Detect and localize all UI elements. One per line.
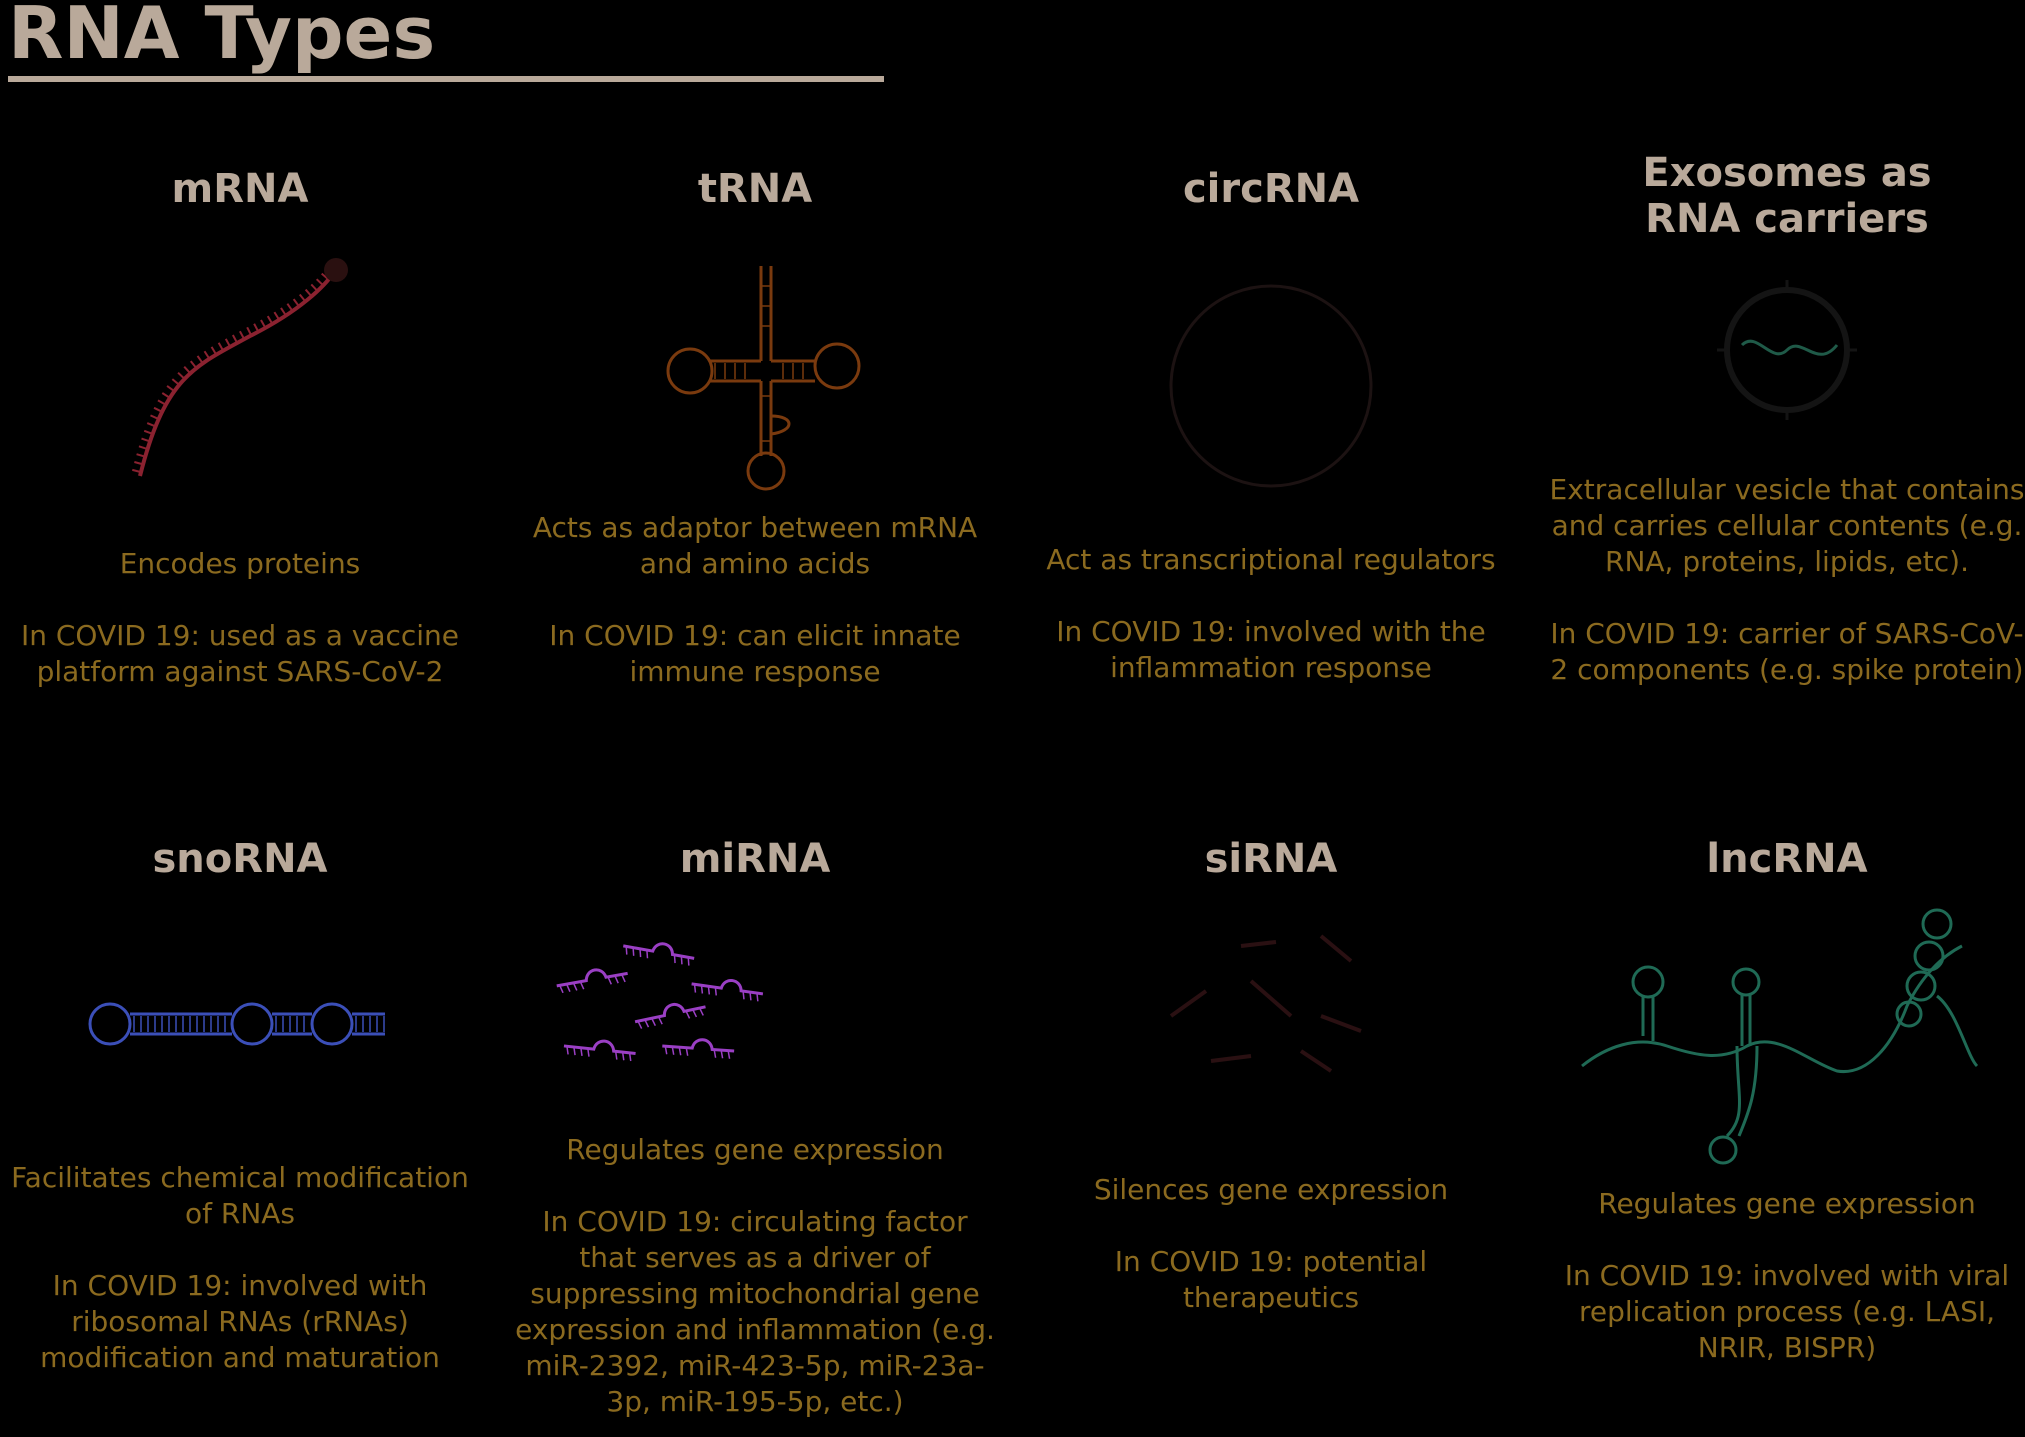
card-exosomes: Exosomes as RNA carriers Extracellular v… (1547, 150, 2025, 686)
card-description: Regulates gene expression In COVID 19: i… (1547, 1186, 2025, 1366)
trna-cloverleaf-icon (666, 266, 861, 491)
card-snorna: snoRNA Facilitates chemical modification… (0, 836, 480, 1374)
card-title: tRNA (697, 166, 813, 212)
card-description: Act as transcriptional regulators In COV… (1031, 542, 1511, 686)
card-covid-role: In COVID 19: carrier of SARS-CoV-2 compo… (1550, 617, 2024, 686)
card-covid-role: In COVID 19: involved with viral replica… (1564, 1259, 2010, 1364)
card-function: Act as transcriptional regulators (1046, 543, 1496, 576)
card-circrna: circRNA Act as transcriptional regulator… (1031, 166, 1511, 684)
snorna-hairpin-icon (88, 1002, 385, 1046)
card-title: Exosomes as RNA carriers (1642, 150, 1932, 242)
card-description: Acts as adaptor between mRNA and amino a… (515, 510, 995, 690)
circrna-ring-icon (1169, 284, 1373, 488)
card-covid-role: In COVID 19: used as a vaccine platform … (20, 619, 460, 688)
card-mrna: mRNA Encodes proteins In COVID 19: used … (0, 166, 480, 688)
card-function: Acts as adaptor between mRNA and amino a… (532, 511, 978, 580)
card-title: circRNA (1182, 166, 1360, 212)
page-title: RNA Types (8, 0, 436, 75)
mirna-duplex-icon (556, 942, 764, 1062)
card-title: lncRNA (1706, 836, 1868, 882)
lncrna-structure-icon (1581, 908, 1979, 1165)
mrna-strand-icon (132, 258, 348, 477)
card-title: siRNA (1204, 836, 1338, 882)
card-description: Encodes proteins In COVID 19: used as a … (0, 546, 480, 690)
card-title: mRNA (171, 166, 309, 212)
card-function: Regulates gene expression (1598, 1187, 1976, 1220)
card-description: Facilitates chemical modification of RNA… (0, 1160, 480, 1376)
card-lncrna: lncRNA Regulates gene expression In COVI… (1547, 836, 2025, 1364)
card-covid-role: In COVID 19: circulating factor that ser… (515, 1205, 995, 1418)
card-function: Regulates gene expression (566, 1133, 944, 1166)
card-function: Encodes proteins (119, 547, 361, 580)
card-sirna: siRNA Silences gene expression In COVID … (1031, 836, 1511, 1314)
card-covid-role: In COVID 19: involved with the inflammat… (1056, 615, 1486, 684)
card-function: Extracellular vesicle that contains and … (1549, 473, 2025, 578)
card-description: Regulates gene expression In COVID 19: c… (515, 1132, 995, 1420)
card-mirna: miRNA Regulates gene expression In COVID… (515, 836, 995, 1418)
card-covid-role: In COVID 19: involved with ribosomal RNA… (40, 1269, 440, 1374)
exosome-vesicle-icon (1717, 280, 1857, 420)
card-description: Extracellular vesicle that contains and … (1547, 472, 2025, 688)
card-title: snoRNA (152, 836, 328, 882)
card-covid-role: In COVID 19: can elicit innate immune re… (549, 619, 961, 688)
card-trna: tRNA Acts as adaptor between mRNA and am… (515, 166, 995, 688)
card-title: miRNA (679, 836, 831, 882)
title-underline (8, 76, 884, 82)
card-function: Facilitates chemical modification of RNA… (11, 1161, 469, 1230)
sirna-strands-icon (1169, 934, 1362, 1073)
card-covid-role: In COVID 19: potential therapeutics (1114, 1245, 1428, 1314)
card-description: Silences gene expression In COVID 19: po… (1031, 1172, 1511, 1316)
card-function: Silences gene expression (1093, 1173, 1449, 1206)
